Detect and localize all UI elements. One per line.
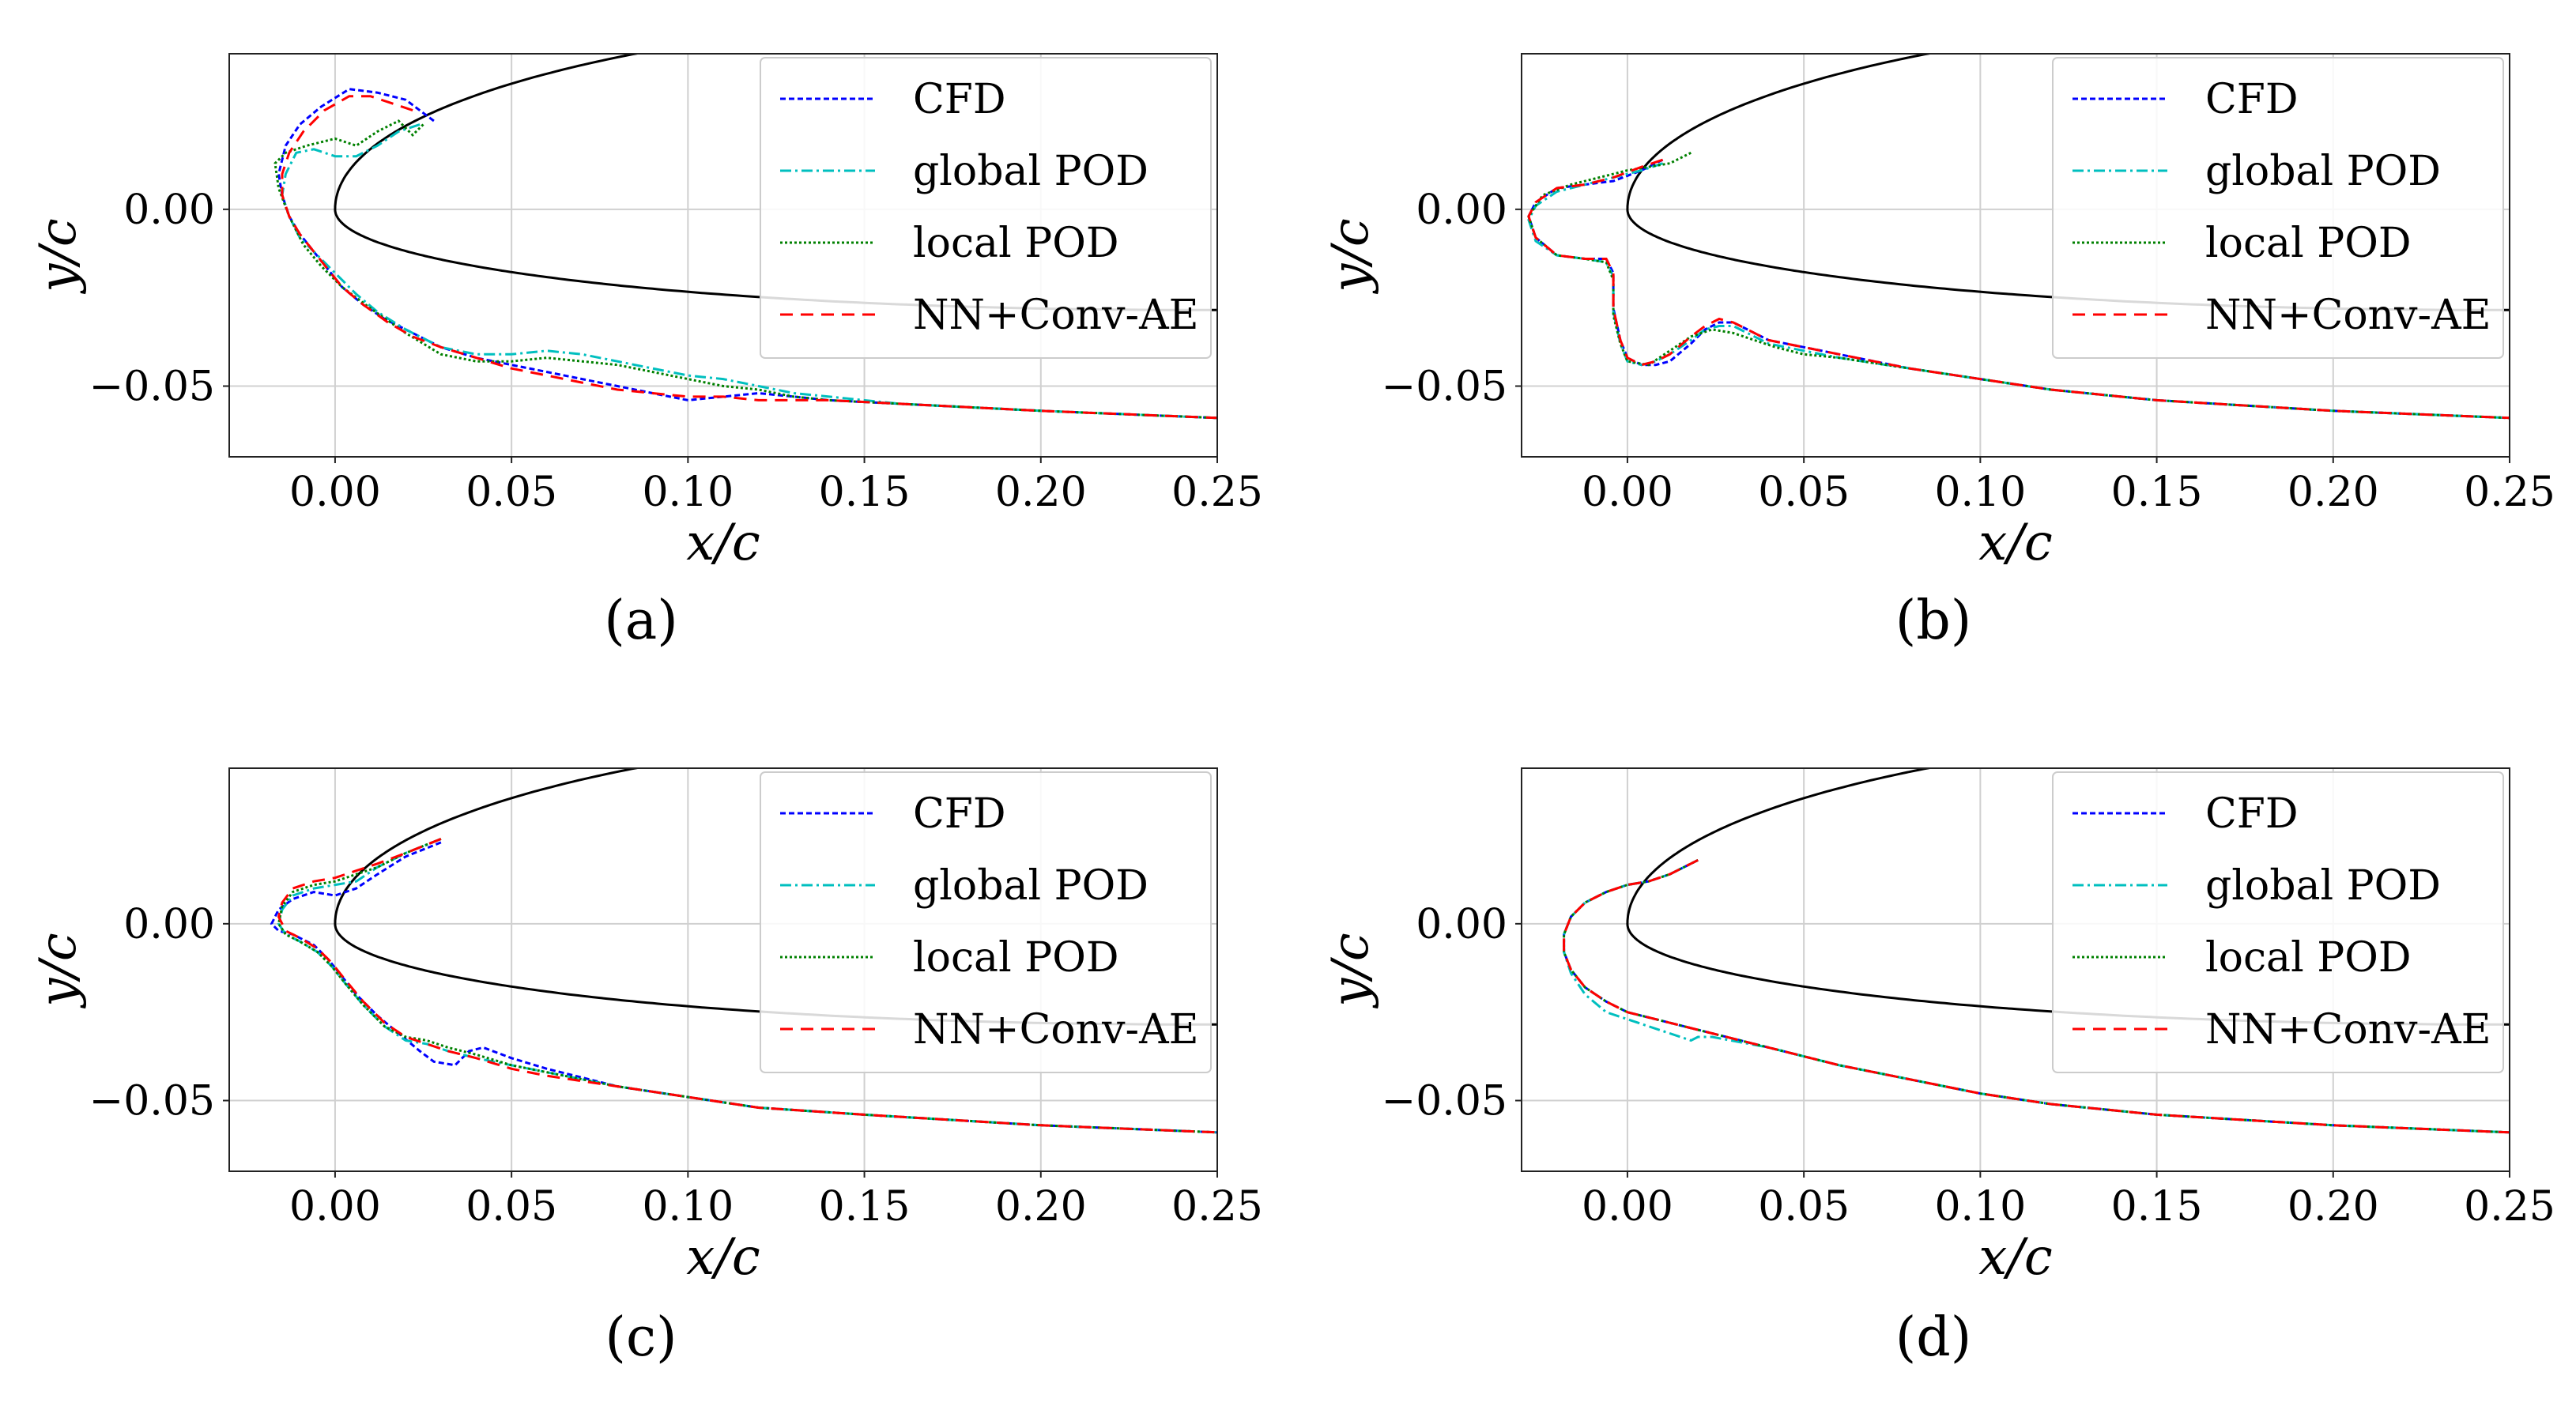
x-tick-label: 0.00 bbox=[1582, 469, 1673, 516]
x-tick-label: 0.05 bbox=[1758, 469, 1850, 516]
legend-label: CFD bbox=[913, 76, 1006, 123]
legend-box bbox=[2052, 57, 2504, 359]
x-tick-label: 0.25 bbox=[1171, 469, 1263, 516]
chart-panel-1: 0.00 0.05 0.10 0.15 0.20 0.25 0.00 −0.05 x/c y/c C… bbox=[29, 53, 1263, 572]
y-axis-label: y/c bbox=[29, 933, 88, 1009]
x-tick-label: 0.05 bbox=[466, 1183, 557, 1231]
x-tick-label: 0.20 bbox=[995, 1183, 1087, 1231]
legend-label: local POD bbox=[913, 220, 1119, 267]
y-axis-label: y/c bbox=[29, 218, 88, 295]
panel-label-1: (a) bbox=[604, 590, 678, 652]
x-tick-label: 0.15 bbox=[2111, 469, 2203, 516]
series-line-local-pod bbox=[273, 119, 1217, 420]
x-tick-label: 0.20 bbox=[995, 469, 1087, 516]
x-tick-label: 0.20 bbox=[2287, 469, 2379, 516]
legend-label: NN+Conv-AE bbox=[2205, 292, 2491, 339]
series-line-local-pod bbox=[277, 838, 1217, 1134]
x-axis-label: x/c bbox=[1978, 514, 2053, 572]
airfoil-line bbox=[334, 768, 1217, 1026]
panel-label-4: (d) bbox=[1895, 1306, 1972, 1369]
x-tick-label: 0.00 bbox=[1582, 1183, 1673, 1231]
panel-label-3: (c) bbox=[605, 1306, 677, 1369]
y-tick-label: −0.05 bbox=[1382, 1078, 1507, 1125]
airfoil-line bbox=[1626, 768, 2510, 1026]
y-tick-label: −0.05 bbox=[1382, 364, 1507, 411]
x-axis-label: x/c bbox=[1978, 1228, 2053, 1287]
x-tick-label: 0.20 bbox=[2287, 1183, 2379, 1231]
legend-box bbox=[760, 57, 1212, 359]
y-tick-label: −0.05 bbox=[89, 364, 215, 411]
series-line-cfd bbox=[277, 88, 1217, 420]
legend-label: local POD bbox=[913, 934, 1119, 982]
x-tick-label: 0.10 bbox=[642, 1183, 734, 1231]
x-tick-label: 0.15 bbox=[2111, 1183, 2203, 1231]
x-tick-label: 0.00 bbox=[289, 1183, 381, 1231]
airfoil-line bbox=[334, 54, 1217, 311]
x-tick-label: 0.00 bbox=[289, 469, 381, 516]
legend-label: local POD bbox=[2205, 934, 2412, 982]
plot-frame bbox=[228, 767, 1218, 1172]
series-line-nn-conv-ae bbox=[1563, 858, 2510, 1134]
legend-label: local POD bbox=[2205, 220, 2412, 267]
chart-panel-2: 0.00 0.05 0.10 0.15 0.20 0.25 0.00 −0.05 x/c y/c C… bbox=[1322, 53, 2555, 572]
legend-label: global POD bbox=[2205, 148, 2441, 195]
x-tick-label: 0.25 bbox=[2464, 469, 2555, 516]
x-tick-label: 0.25 bbox=[2464, 1183, 2555, 1231]
legend-box bbox=[760, 771, 1212, 1073]
chart-panel-4: 0.00 0.05 0.10 0.15 0.20 0.25 0.00 −0.05 x/c y/c C… bbox=[1322, 767, 2555, 1287]
legend-label: global POD bbox=[913, 862, 1148, 910]
y-axis-label: y/c bbox=[1322, 218, 1380, 295]
x-tick-label: 0.10 bbox=[1934, 469, 2026, 516]
x-tick-label: 0.05 bbox=[466, 469, 557, 516]
airfoil-line bbox=[1626, 54, 2510, 311]
series-line-nn-conv-ae bbox=[281, 95, 1217, 420]
y-tick-label: 0.00 bbox=[123, 901, 215, 948]
legend-box bbox=[2052, 771, 2504, 1073]
panel-label-2: (b) bbox=[1895, 590, 1972, 652]
plot-frame bbox=[1521, 767, 2510, 1172]
x-tick-label: 0.10 bbox=[1934, 1183, 2026, 1231]
legend-label: NN+Conv-AE bbox=[913, 292, 1199, 339]
legend-label: NN+Conv-AE bbox=[2205, 1006, 2491, 1054]
series-line-global-pod bbox=[281, 123, 1217, 420]
x-axis-label: x/c bbox=[686, 514, 760, 572]
legend-label: CFD bbox=[913, 790, 1006, 838]
x-tick-label: 0.10 bbox=[642, 469, 734, 516]
y-tick-label: −0.05 bbox=[89, 1078, 215, 1125]
chart-panel-3: 0.00 0.05 0.10 0.15 0.20 0.25 0.00 −0.05 x/c y/c C… bbox=[29, 767, 1263, 1287]
plot-frame bbox=[228, 53, 1218, 458]
legend-label: CFD bbox=[2205, 76, 2299, 123]
legend-label: CFD bbox=[2205, 790, 2299, 838]
y-tick-label: 0.00 bbox=[123, 187, 215, 234]
legend-label: global POD bbox=[913, 148, 1148, 195]
plot-frame bbox=[1521, 53, 2510, 458]
x-tick-label: 0.15 bbox=[819, 1183, 911, 1231]
legend-label: NN+Conv-AE bbox=[913, 1006, 1199, 1054]
y-tick-label: 0.00 bbox=[1416, 187, 1507, 234]
legend-label: global POD bbox=[2205, 862, 2441, 910]
x-tick-label: 0.15 bbox=[819, 469, 911, 516]
y-axis-label: y/c bbox=[1322, 933, 1380, 1009]
x-tick-label: 0.05 bbox=[1758, 1183, 1850, 1231]
series-line-nn-conv-ae bbox=[1527, 158, 2510, 420]
series-line-nn-conv-ae bbox=[277, 838, 1217, 1134]
x-axis-label: x/c bbox=[686, 1228, 760, 1287]
y-tick-label: 0.00 bbox=[1416, 901, 1507, 948]
x-tick-label: 0.25 bbox=[1171, 1183, 1263, 1231]
